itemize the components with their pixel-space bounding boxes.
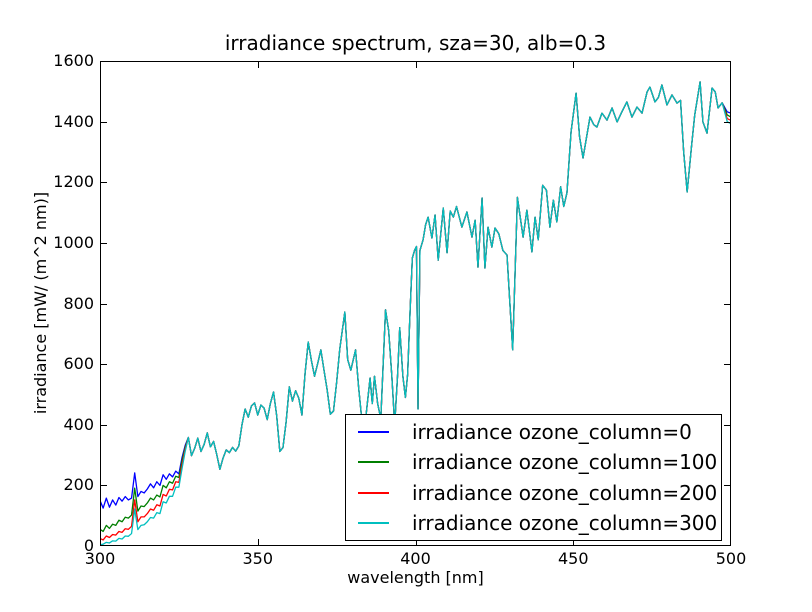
legend-line-sample: [358, 431, 389, 434]
y-tick-label: 1600: [53, 51, 94, 70]
legend-line-sample: [358, 461, 389, 464]
x-tick-label: 400: [400, 549, 431, 568]
y-tick-label: 600: [63, 354, 94, 374]
plot-area: [100, 61, 731, 546]
y-tick-label: 1400: [53, 111, 94, 131]
y-tick-label: 400: [63, 414, 94, 434]
legend-line-sample: [358, 491, 389, 494]
y-tick-label: 800: [63, 293, 94, 313]
y-tick-label: 1000: [53, 232, 94, 252]
x-tick-label: 500: [715, 549, 747, 568]
legend-row: irradiance ozone_column=300: [346, 508, 721, 537]
legend-line-sample: [358, 521, 389, 524]
y-tick-label: 0: [83, 536, 94, 555]
legend-row: irradiance ozone_column=0: [346, 418, 721, 447]
x-tick-label: 350: [242, 549, 274, 568]
axes-frame: [100, 61, 731, 546]
legend-label: irradiance ozone_column=300: [412, 510, 718, 535]
x-axis-label: wavelength [nm]: [347, 568, 484, 587]
chart-svg: [100, 61, 731, 546]
x-tick-label: 300: [84, 549, 116, 568]
y-tick-label: 1200: [53, 172, 94, 192]
legend-label: irradiance ozone_column=100: [412, 450, 718, 475]
legend-row: irradiance ozone_column=200: [346, 478, 721, 507]
legend-label: irradiance ozone_column=200: [412, 480, 718, 505]
x-tick-label: 450: [557, 549, 589, 568]
legend-label: irradiance ozone_column=0: [412, 420, 692, 445]
y-tick-label: 200: [63, 475, 94, 495]
legend: irradiance ozone_column=0 irradiance ozon…: [345, 414, 722, 541]
legend-row: irradiance ozone_column=100: [346, 448, 721, 477]
series-line-3: [100, 81, 731, 546]
chart-title: irradiance spectrum, sza=30, alb=0.3: [224, 31, 607, 55]
